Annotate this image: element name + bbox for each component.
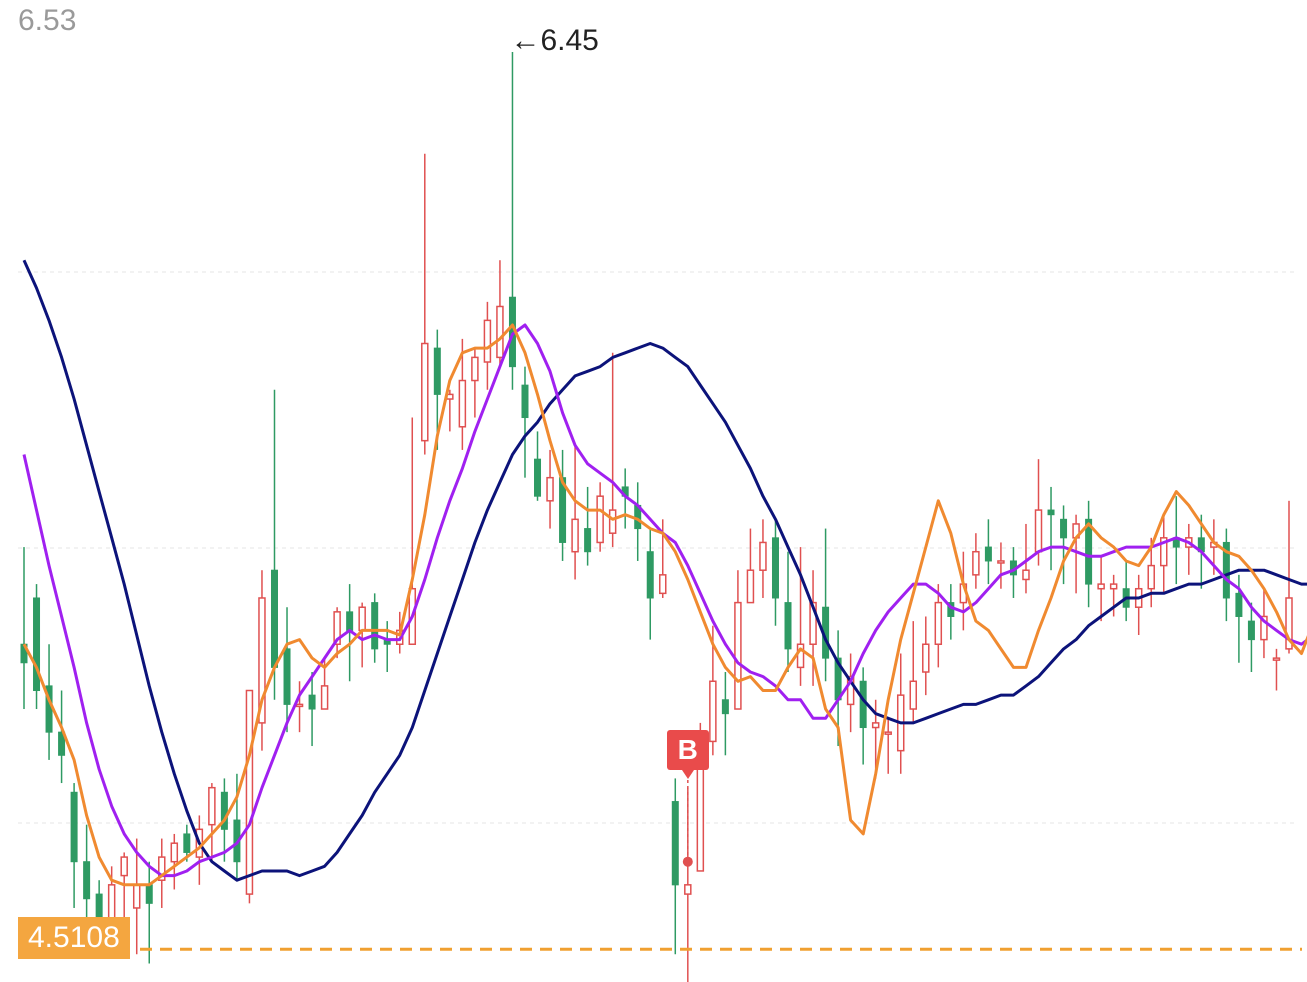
candle-58 xyxy=(746,528,755,604)
candle-74 xyxy=(947,584,955,640)
candle-61 xyxy=(784,551,792,673)
moving-averages xyxy=(22,259,1307,887)
candle-41 xyxy=(534,431,542,501)
ma-slow-line xyxy=(22,259,1307,882)
candle-36 xyxy=(471,348,479,418)
ma-mid-line xyxy=(22,323,1307,878)
candles xyxy=(20,52,1293,982)
candle-92 xyxy=(1172,496,1180,585)
candle-12 xyxy=(170,833,179,890)
candle-11 xyxy=(158,838,166,908)
candle-27 xyxy=(358,602,366,668)
candle-67 xyxy=(859,667,867,765)
candle-32 xyxy=(421,153,429,455)
candle-82 xyxy=(1047,486,1055,571)
candle-101 xyxy=(1285,500,1293,654)
candle-35 xyxy=(458,338,467,450)
candle-40 xyxy=(521,366,529,478)
candle-1 xyxy=(33,584,41,710)
candle-93 xyxy=(1185,523,1193,575)
candle-37 xyxy=(483,301,492,390)
candle-22 xyxy=(295,681,304,733)
candle-66 xyxy=(846,653,855,733)
candle-78 xyxy=(997,542,1005,589)
candle-62 xyxy=(796,547,805,686)
candle-16 xyxy=(220,778,228,862)
buy-signal-marker[interactable]: B xyxy=(666,730,709,779)
candle-45 xyxy=(584,486,592,566)
candle-23 xyxy=(308,672,316,747)
candle-77 xyxy=(984,519,992,585)
candle-4 xyxy=(70,783,78,908)
signal-dot xyxy=(682,856,693,867)
candle-85 xyxy=(1085,500,1093,608)
candle-70 xyxy=(896,653,905,774)
candle-87 xyxy=(1109,574,1118,617)
candle-89 xyxy=(1134,574,1143,635)
high-price-label: ←6.45 xyxy=(510,24,599,57)
candle-50 xyxy=(646,528,654,640)
candle-56 xyxy=(721,672,729,756)
candle-20 xyxy=(270,389,278,700)
grid-lines xyxy=(18,271,1297,824)
ma-fast-line xyxy=(22,323,1307,887)
candle-0 xyxy=(20,547,28,710)
candle-15 xyxy=(208,783,216,862)
candle-19 xyxy=(258,570,266,751)
candle-69 xyxy=(884,718,892,774)
candle-91 xyxy=(1160,514,1168,594)
candle-76 xyxy=(972,533,980,589)
candle-24 xyxy=(320,658,329,710)
candle-71 xyxy=(909,621,918,723)
candle-52 xyxy=(671,778,679,955)
candle-42 xyxy=(546,449,554,529)
candle-79 xyxy=(1009,547,1017,598)
candle-100 xyxy=(1272,648,1281,691)
candle-99 xyxy=(1260,588,1268,659)
candle-43 xyxy=(559,449,567,561)
candle-98 xyxy=(1247,602,1255,673)
candle-96 xyxy=(1222,528,1230,622)
reference-price-tag: 4.5108 xyxy=(18,917,130,959)
candle-51 xyxy=(659,519,667,598)
candle-64 xyxy=(822,528,830,682)
candle-57 xyxy=(734,570,742,710)
candle-28 xyxy=(371,593,379,663)
candle-72 xyxy=(922,616,930,696)
y-top-label: 6.53 xyxy=(18,4,77,37)
candle-83 xyxy=(1060,505,1068,585)
candle-18 xyxy=(245,689,254,904)
candle-38 xyxy=(496,260,504,367)
candle-21 xyxy=(283,607,291,733)
candle-59 xyxy=(759,519,767,598)
candle-63 xyxy=(809,570,817,686)
candle-86 xyxy=(1097,556,1105,622)
candle-29 xyxy=(383,621,391,673)
candle-44 xyxy=(571,445,579,580)
candle-25 xyxy=(333,607,341,659)
candle-46 xyxy=(596,482,604,552)
candle-60 xyxy=(771,519,779,626)
candle-8 xyxy=(120,852,128,927)
reference-line xyxy=(140,780,1302,951)
candle-88 xyxy=(1122,560,1130,622)
candle-55 xyxy=(709,625,717,756)
